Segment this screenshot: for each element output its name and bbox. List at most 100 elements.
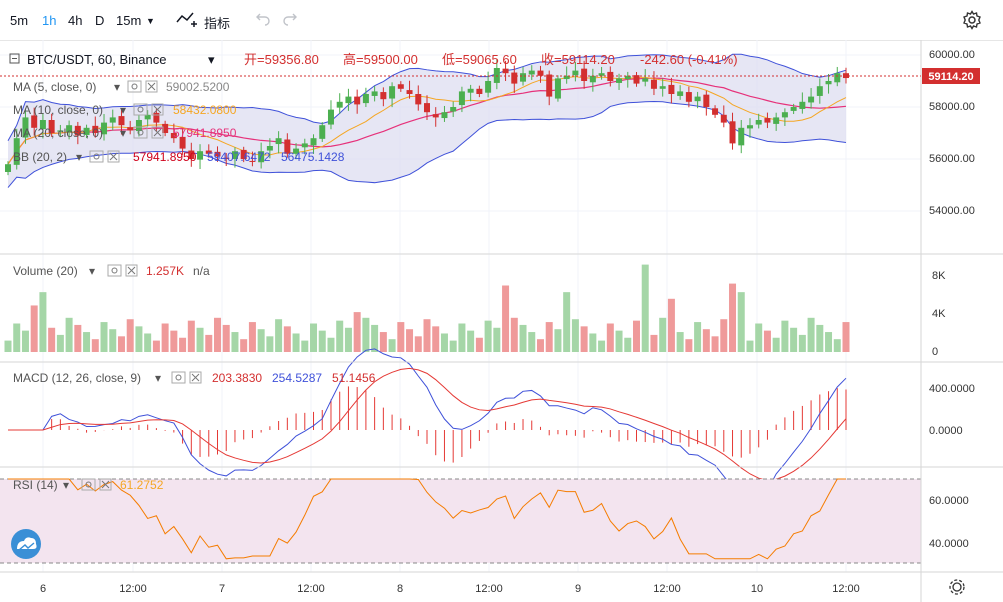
time-axis-settings-icon[interactable] (949, 579, 965, 595)
candle-body (48, 120, 55, 133)
chevron-down-icon[interactable]: ▼ (146, 16, 155, 26)
chevron-down-icon[interactable]: ▾ (76, 150, 82, 164)
volume-bar (781, 320, 789, 352)
candle-body (773, 117, 780, 124)
macd-line (8, 348, 847, 499)
volume-bar (135, 326, 143, 352)
eye-icon[interactable] (133, 126, 148, 139)
chevron-down-icon[interactable]: ▾ (155, 371, 161, 385)
interval-d[interactable]: D (95, 13, 105, 28)
study-ma10-legend[interactable]: MA (10, close, 0) ▾ 58432.0800 (13, 103, 237, 117)
time-tick: 8 (397, 583, 403, 595)
chevron-down-icon[interactable]: ▾ (208, 52, 215, 67)
current-price-label-bg (922, 68, 980, 84)
volume-tick: 0 (932, 346, 938, 358)
settings-gear-icon[interactable] (962, 10, 982, 33)
candle-body (327, 109, 334, 125)
volume-bar (545, 322, 553, 352)
eye-icon[interactable] (133, 103, 148, 116)
chevron-down-icon[interactable]: ▾ (120, 103, 126, 117)
volume-bar (807, 317, 815, 352)
eye-icon[interactable] (89, 150, 104, 163)
volume-bar (48, 327, 56, 352)
volume-bar (310, 323, 318, 352)
time-tick: 12:00 (119, 583, 147, 595)
volume-bar (580, 326, 588, 352)
candle-body (659, 86, 666, 89)
macd-tick: 400.0000 (929, 383, 975, 395)
candle-body (781, 112, 788, 118)
volume-bar (13, 323, 21, 352)
time-tick: 12:00 (475, 583, 503, 595)
candle-body (354, 96, 361, 105)
volume-bar (772, 337, 780, 352)
candle-body (293, 148, 300, 154)
study-bb-legend[interactable]: BB (20, 2) ▾ 57941.8950 59407.6472 56475… (13, 150, 345, 164)
candle-body (668, 84, 675, 94)
rsi-tick: 40.0000 (929, 538, 969, 550)
volume-legend[interactable]: Volume (20) ▾ 1.257K n/a (13, 264, 210, 278)
collapse-icon[interactable] (9, 53, 20, 64)
volume-bar (641, 264, 649, 352)
volume-bar (606, 323, 614, 352)
study-ma20-legend[interactable]: MA (20, close, 0) ▾ 57941.8950 (13, 126, 237, 140)
eye-icon[interactable] (81, 478, 96, 491)
candle-body (458, 91, 465, 106)
volume-bar (248, 322, 256, 352)
candle-body (284, 139, 291, 154)
indicators-icon[interactable] (176, 10, 198, 31)
chevron-down-icon[interactable]: ▾ (120, 126, 126, 140)
candle-body (31, 115, 38, 128)
redo-icon[interactable] (282, 10, 298, 29)
study-ma5-legend[interactable]: MA (5, close, 0) ▾ 59002.5200 (13, 80, 230, 94)
volume-bar (231, 332, 239, 352)
candle-body (258, 151, 265, 163)
chevron-down-icon[interactable]: ▾ (63, 478, 69, 492)
candle-body (467, 88, 474, 93)
interval-1h[interactable]: 1h (42, 13, 57, 28)
price-tick: 56000.00 (929, 153, 975, 165)
indicators-button[interactable]: 指标 (204, 16, 231, 31)
volume-bar (563, 292, 571, 352)
volume-bar (117, 336, 125, 352)
close-icon[interactable] (189, 371, 202, 384)
price-tick: 60000.00 (929, 49, 975, 61)
volume-bar (362, 317, 370, 352)
candle-body (336, 101, 343, 108)
symbol-title[interactable]: BTC/USDT, 60, Binance (27, 52, 166, 67)
interval-4h[interactable]: 4h (68, 13, 83, 28)
volume-bar (790, 327, 798, 352)
candle-body (92, 125, 99, 133)
time-tick: 6 (40, 583, 46, 595)
chevron-down-icon[interactable]: ▾ (114, 80, 120, 94)
eye-icon[interactable] (171, 371, 186, 384)
rsi-line (8, 478, 846, 560)
eye-icon[interactable] (107, 264, 122, 277)
time-tick: 7 (219, 583, 225, 595)
interval-15m[interactable]: 15m (116, 13, 142, 28)
macd-legend[interactable]: MACD (12, 26, close, 9) ▾ 203.3830 254.5… (13, 371, 376, 385)
candle-body (231, 151, 238, 159)
close-icon[interactable] (107, 150, 120, 163)
chevron-down-icon[interactable]: ▾ (89, 264, 95, 278)
close-icon[interactable] (151, 126, 164, 139)
close-icon[interactable] (145, 80, 158, 93)
candle-body (170, 133, 177, 139)
eye-icon[interactable] (127, 80, 142, 93)
volume-tick: 8K (932, 270, 946, 282)
candle-body (825, 81, 832, 85)
price-tick: 58000.00 (929, 101, 975, 113)
close-icon[interactable] (99, 478, 112, 491)
volume-bar (327, 337, 335, 352)
study-value: 56475.1428 (281, 150, 345, 164)
close-icon[interactable] (151, 103, 164, 116)
candle-body (153, 112, 160, 123)
undo-icon[interactable] (255, 10, 271, 29)
interval-5m[interactable]: 5m (10, 13, 29, 28)
close-icon[interactable] (125, 264, 138, 277)
volume-bar (816, 324, 824, 352)
study-label: BB (20, 2) (13, 150, 67, 164)
cloud-logo-button[interactable] (11, 529, 41, 559)
rsi-legend[interactable]: RSI (14) ▾ 61.2752 (13, 478, 164, 492)
